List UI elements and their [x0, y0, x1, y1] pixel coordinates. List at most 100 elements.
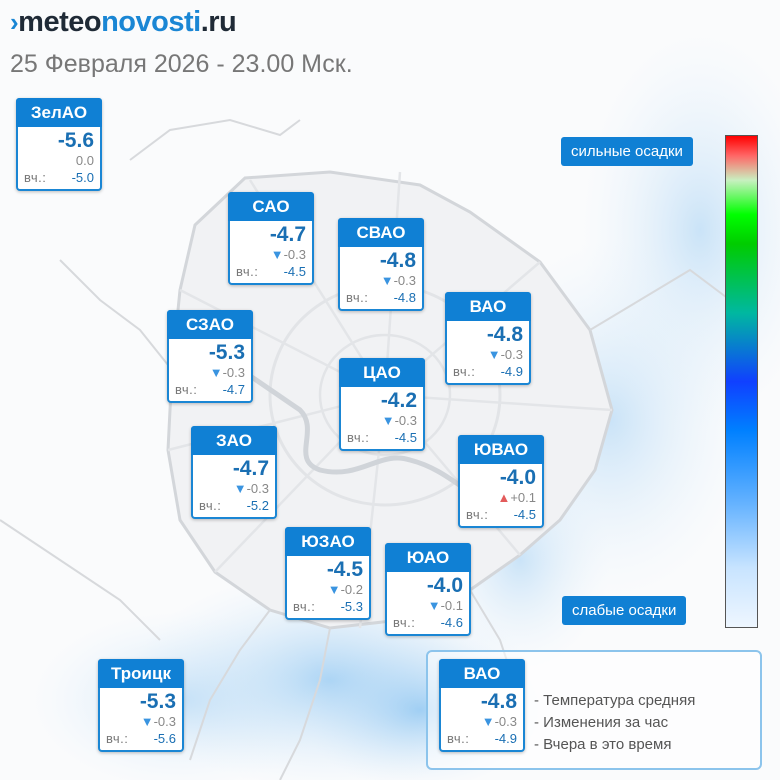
scale-label-heavy: сильные осадки	[561, 137, 693, 166]
yesterday-value: -4.5	[513, 507, 536, 522]
precipitation-scale-bar	[725, 135, 758, 628]
change-value: -0.3	[283, 247, 306, 262]
yesterday-value: -5.0	[71, 170, 94, 185]
district-name: ЮАО	[385, 543, 471, 572]
logo-text-novosti: novosti	[101, 6, 201, 38]
district-card-yuzao: ЮЗАО -4.5 ▼-0.2 вч.: -5.3	[285, 527, 371, 620]
yesterday-label: вч.:	[346, 290, 369, 305]
yesterday-value: -4.9	[500, 364, 523, 379]
arrow-down-icon: ▼	[427, 598, 441, 613]
district-change: ▼-0.3	[341, 413, 423, 429]
arrow-down-icon: ▼	[380, 273, 394, 288]
district-temp: -4.0	[499, 466, 536, 489]
yesterday-value: -5.2	[246, 498, 269, 513]
district-change: ▼-0.3	[340, 273, 422, 289]
legend-line-yesterday: - Вчера в это время	[534, 736, 672, 753]
page-subtitle-date: 25 Февраля 2026 - 23.00 Мск.	[10, 50, 353, 78]
arrow-down-icon: ▼	[270, 247, 284, 262]
yesterday-value: -4.6	[440, 615, 463, 630]
district-name: САО	[228, 192, 314, 221]
yesterday-row: вч.: -5.0	[18, 169, 100, 189]
district-name: ЗелАО	[16, 98, 102, 127]
yesterday-label: вч.:	[293, 599, 316, 614]
district-change: ▲+0.1	[460, 490, 542, 506]
change-value: -0.3	[153, 714, 176, 729]
arrow-down-icon: ▼	[381, 413, 395, 428]
yesterday-label: вч.:	[447, 731, 470, 746]
district-temp: -4.5	[326, 558, 363, 581]
change-value: -0.3	[393, 273, 416, 288]
yesterday-value: -4.8	[393, 290, 416, 305]
district-name: ЮЗАО	[285, 527, 371, 556]
yesterday-label: вч.:	[347, 430, 370, 445]
yesterday-label: вч.:	[453, 364, 476, 379]
district-temp: -4.8	[379, 249, 416, 272]
district-name: ЦАО	[339, 358, 425, 387]
logo-mark: ›	[10, 7, 19, 37]
district-change: 0.0	[18, 153, 100, 169]
yesterday-row: вч.: -4.5	[341, 429, 423, 449]
district-name: ВАО	[445, 292, 531, 321]
yesterday-value: -5.3	[340, 599, 363, 614]
district-temp: -5.6	[57, 129, 94, 152]
change-value: -0.3	[500, 347, 523, 362]
change-value: -0.3	[246, 481, 269, 496]
arrow-down-icon: ▼	[487, 347, 501, 362]
district-change: ▼-0.3	[441, 714, 523, 730]
district-temp: -4.8	[486, 323, 523, 346]
change-value: -0.3	[222, 365, 245, 380]
district-card-zelao: ЗелАО -5.6 0.0 вч.: -5.0	[16, 98, 102, 191]
district-name: ЗАО	[191, 426, 277, 455]
yesterday-row: вч.: -4.7	[169, 381, 251, 401]
district-name: ВАО	[439, 659, 525, 688]
district-temp: -4.7	[269, 223, 306, 246]
yesterday-label: вч.:	[236, 264, 259, 279]
yesterday-row: вч.: -4.5	[230, 263, 312, 283]
change-value: -0.3	[494, 714, 517, 729]
yesterday-value: -4.5	[394, 430, 417, 445]
change-value: -0.1	[440, 598, 463, 613]
district-name: СВАО	[338, 218, 424, 247]
yesterday-label: вч.:	[199, 498, 222, 513]
district-card-svao: СВАО -4.8 ▼-0.3 вч.: -4.8	[338, 218, 424, 311]
yesterday-label: вч.:	[466, 507, 489, 522]
logo-text-meteo: meteo	[18, 6, 102, 38]
change-value: 0.0	[75, 153, 94, 168]
district-change: ▼-0.3	[169, 365, 251, 381]
arrow-up-icon: ▲	[497, 490, 511, 505]
legend-line-change: - Изменения за час	[534, 714, 669, 731]
yesterday-label: вч.:	[106, 731, 129, 746]
yesterday-row: вч.: -5.2	[193, 497, 275, 517]
district-change: ▼-0.3	[193, 481, 275, 497]
district-temp: -5.3	[208, 341, 245, 364]
legend-descriptions: - Температура средняя - Изменения за час…	[534, 690, 695, 756]
arrow-down-icon: ▼	[233, 481, 247, 496]
legend-sample-card: ВАО -4.8 ▼-0.3 вч.: -4.9	[439, 659, 525, 752]
yesterday-value: -4.5	[283, 264, 306, 279]
site-logo[interactable]: ›meteonovosti.ru	[10, 6, 237, 39]
district-name: СЗАО	[167, 310, 253, 339]
district-card-szao: СЗАО -5.3 ▼-0.3 вч.: -4.7	[167, 310, 253, 403]
district-card-troitsk: Троицк -5.3 ▼-0.3 вч.: -5.6	[98, 659, 184, 752]
yesterday-row: вч.: -4.6	[387, 614, 469, 634]
arrow-down-icon: ▼	[327, 582, 341, 597]
yesterday-label: вч.:	[393, 615, 416, 630]
yesterday-row: вч.: -4.8	[340, 289, 422, 309]
yesterday-value: -4.7	[222, 382, 245, 397]
district-temp: -4.7	[232, 457, 269, 480]
district-card-sao: САО -4.7 ▼-0.3 вч.: -4.5	[228, 192, 314, 285]
district-card-yuao: ЮАО -4.0 ▼-0.1 вч.: -4.6	[385, 543, 471, 636]
arrow-down-icon: ▼	[140, 714, 154, 729]
district-change: ▼-0.1	[387, 598, 469, 614]
district-temp: -4.2	[380, 389, 417, 412]
district-change: ▼-0.3	[447, 347, 529, 363]
district-name: Троицк	[98, 659, 184, 688]
district-temp: -5.3	[139, 690, 176, 713]
district-card-tsao: ЦАО -4.2 ▼-0.3 вч.: -4.5	[339, 358, 425, 451]
yesterday-row: вч.: -4.5	[460, 506, 542, 526]
yesterday-label: вч.:	[175, 382, 198, 397]
district-change: ▼-0.2	[287, 582, 369, 598]
district-card-zao: ЗАО -4.7 ▼-0.3 вч.: -5.2	[191, 426, 277, 519]
change-value: +0.1	[510, 490, 536, 505]
